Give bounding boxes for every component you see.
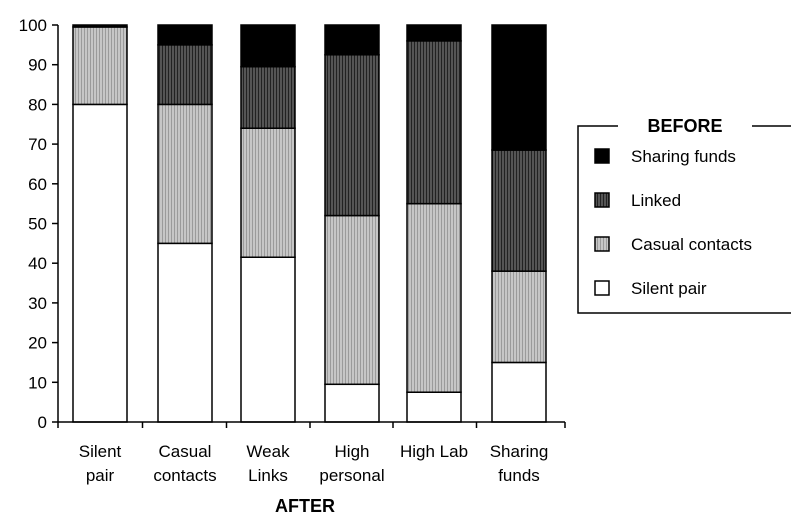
y-tick-label: 50 [28, 215, 47, 234]
bar-high-personal-casual-contacts [324, 214, 380, 386]
legend-swatch-sharing-funds [594, 148, 610, 164]
x-category-label: Weak [246, 442, 290, 461]
bar-casual-contacts-silent-pair [157, 242, 213, 423]
bar-casual-contacts-sharing-funds [157, 24, 213, 46]
bar-sharing-funds-silent-pair [491, 361, 547, 423]
axes-layer [52, 24, 566, 428]
bar-sharing-funds-sharing-funds [491, 24, 547, 151]
bar-weak-links-sharing-funds [240, 24, 296, 68]
x-category-label: Links [248, 466, 288, 485]
legend-label-sharing-funds: Sharing funds [631, 147, 736, 166]
bar-high-lab-sharing-funds [406, 24, 462, 42]
legend-title: BEFORE [647, 116, 722, 136]
bar-high-lab-casual-contacts [406, 202, 462, 393]
x-category-label: Sharing [490, 442, 549, 461]
legend-title-background [618, 114, 752, 136]
bar-high-personal-silent-pair [324, 383, 380, 423]
bar-silent-pair-silent-pair [72, 103, 128, 423]
bar-weak-links-casual-contacts [240, 127, 296, 258]
x-axis-title: AFTER [275, 496, 335, 516]
legend-swatch-linked [594, 192, 610, 208]
bar-silent-pair-casual-contacts [72, 26, 128, 106]
bar-weak-links-silent-pair [240, 256, 296, 423]
bar-sharing-funds-linked [491, 149, 547, 272]
legend-swatch-casual-contacts [594, 236, 610, 252]
legend-box [577, 125, 791, 314]
x-category-label: contacts [153, 466, 216, 485]
y-tick-label: 10 [28, 373, 47, 392]
bar-silent-pair-sharing-funds [72, 24, 128, 28]
legend: BEFORE Sharing funds Linked Casual contact… [577, 114, 791, 314]
legend-label-silent-pair: Silent pair [631, 279, 707, 298]
y-tick-label: 100 [19, 16, 47, 35]
y-tick-label: 90 [28, 56, 47, 75]
legend-label-linked: Linked [631, 191, 681, 210]
y-tick-label: 70 [28, 135, 47, 154]
legend-swatch-silent-pair [594, 280, 610, 296]
x-category-label: Casual [159, 442, 212, 461]
bar-weak-links-linked [240, 65, 296, 129]
bar-casual-contacts-linked [157, 44, 213, 106]
y-tick-label: 20 [28, 334, 47, 353]
bar-high-personal-sharing-funds [324, 24, 380, 56]
x-category-labels: Silent pair Casual contacts Weak Links High per… [79, 442, 549, 485]
bars-layer [72, 24, 547, 423]
bar-casual-contacts-casual-contacts [157, 103, 213, 245]
y-tick-label: 40 [28, 254, 47, 273]
x-category-label: High [335, 442, 370, 461]
y-tick-label: 80 [28, 95, 47, 114]
y-tick-label: 0 [38, 413, 47, 432]
y-tick-label: 60 [28, 175, 47, 194]
x-category-label: High Lab [400, 442, 468, 461]
bar-high-personal-linked [324, 54, 380, 217]
x-category-label: pair [86, 466, 115, 485]
legend-label-casual-contacts: Casual contacts [631, 235, 752, 254]
bar-high-lab-linked [406, 40, 462, 205]
x-category-label: personal [319, 466, 384, 485]
y-tick-label: 30 [28, 294, 47, 313]
y-tick-labels: 0 10 20 30 40 50 60 70 80 90 100 [19, 16, 47, 432]
bar-high-lab-silent-pair [406, 391, 462, 423]
x-category-label: Silent [79, 442, 122, 461]
bar-sharing-funds-casual-contacts [491, 270, 547, 364]
x-category-label: funds [498, 466, 540, 485]
